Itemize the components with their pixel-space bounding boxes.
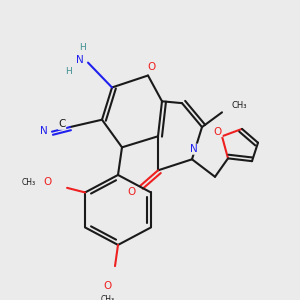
Text: CH₃: CH₃: [22, 178, 36, 187]
Text: CH₃: CH₃: [232, 101, 248, 110]
Text: C: C: [58, 119, 66, 129]
Text: N: N: [76, 55, 84, 65]
Text: N: N: [190, 144, 198, 154]
Text: O: O: [214, 127, 222, 137]
Text: H: H: [64, 67, 71, 76]
Text: CH₃: CH₃: [101, 295, 115, 300]
Text: N: N: [40, 126, 48, 136]
Text: H: H: [79, 44, 86, 52]
Text: O: O: [128, 187, 136, 196]
Text: O: O: [147, 62, 155, 72]
Text: O: O: [43, 177, 51, 187]
Text: O: O: [104, 281, 112, 291]
